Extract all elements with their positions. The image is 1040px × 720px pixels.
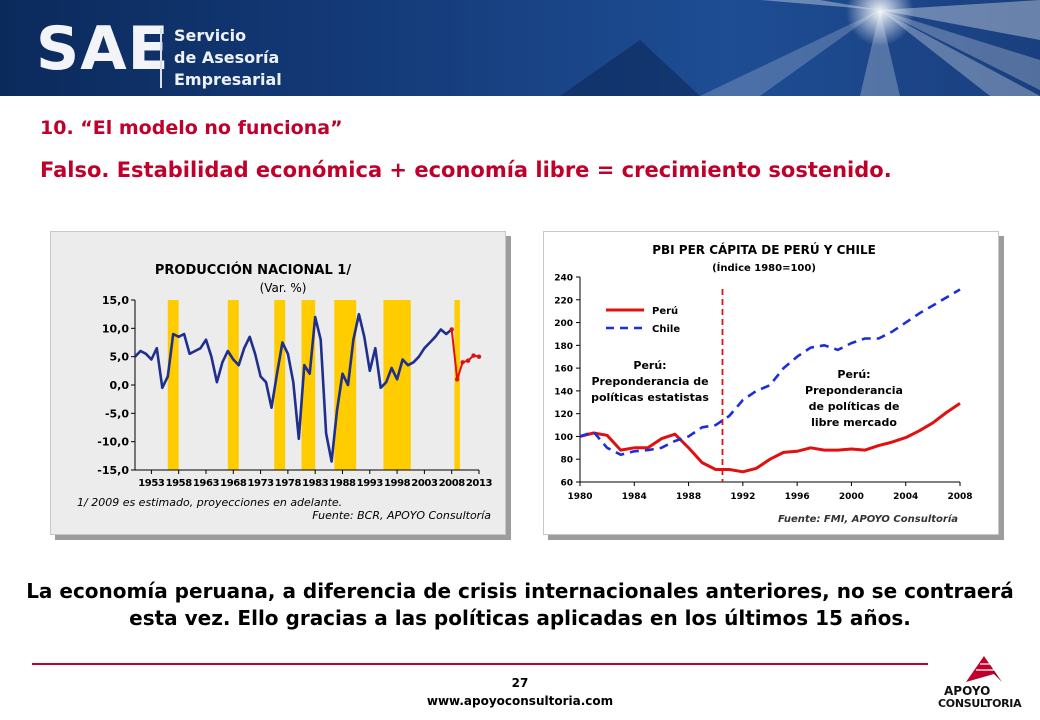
y-tick-label: 15,0: [102, 294, 129, 307]
slide-subheading: Falso. Estabilidad económica + economía …: [40, 158, 892, 182]
apoyo-logo-line2: CONSULTORIA: [938, 697, 1022, 710]
x-tick-label: 1993: [357, 478, 384, 489]
x-tick-label: 1968: [220, 478, 247, 489]
recession-bar-1: [227, 300, 239, 470]
series-point-projection: [476, 354, 482, 359]
y-tick-label: -15,0: [97, 464, 129, 477]
series-point-projection: [449, 327, 454, 332]
chart-source: Fuente: FMI, APOYO Consultoría: [778, 513, 958, 525]
page-number: 27: [511, 676, 529, 690]
series-point-projection: [471, 353, 476, 358]
series-line-chile: [579, 288, 961, 456]
y-tick-label: 240: [554, 274, 573, 284]
x-tick-label: 1958: [166, 478, 193, 489]
production-chart: PRODUCCIÓN NACIONAL 1/ (Var. %) 15,0 10,0…: [77, 262, 493, 522]
x-tick-label: 1992: [730, 492, 755, 502]
series-point-projection: [465, 358, 471, 363]
gdp-per-capita-chart: PBI PER CÁPITA DE PERÚ Y CHILE (Índice 1…: [554, 242, 972, 525]
series-point-projection: [460, 360, 465, 365]
x-tick-label: 2004: [893, 492, 918, 502]
slide-heading: 10. “El modelo no funciona”: [40, 117, 343, 139]
x-tick-label: 2013: [466, 478, 493, 489]
gdp-per-capita-chart-panel: PBI PER CÁPITA DE PERÚ Y CHILE (Índice 1…: [543, 231, 999, 535]
website-link[interactable]: www.apoyoconsultoria.com: [426, 694, 614, 708]
recession-bar-2: [274, 300, 286, 470]
x-tick-label: 2008: [439, 478, 466, 489]
y-tick-label: 200: [554, 319, 573, 329]
annotation-statist-line-1: Perú:: [633, 359, 666, 372]
y-tick-label: 180: [554, 342, 573, 352]
series-line-peru: [579, 402, 961, 474]
recession-bar-4: [334, 300, 357, 470]
y-tick-label: -10,0: [97, 436, 129, 449]
y-tick-label: 120: [554, 410, 573, 420]
x-tick-label: 2000: [839, 492, 864, 502]
y-tick-label: 5,0: [110, 351, 130, 364]
logo-divider: [160, 28, 162, 88]
production-chart-panel: PRODUCCIÓN NACIONAL 1/ (Var. %) 15,0 10,0…: [50, 231, 506, 535]
x-tick-label: 1978: [275, 478, 302, 489]
apoyo-logo-icon: [966, 656, 1002, 682]
chart-footnote: 1/ 2009 es estimado, proyecciones en ade…: [77, 496, 342, 509]
logo-line-2: de Asesoría: [174, 48, 280, 67]
x-tick-label: 1980: [567, 492, 592, 502]
y-tick-label: 160: [554, 365, 573, 375]
recession-bar-6: [454, 300, 460, 470]
annotation-free-market-line-4: libre mercado: [811, 416, 897, 429]
y-tick-label: 0,0: [110, 379, 130, 392]
x-tick-label: 1963: [193, 478, 220, 489]
chart-source: Fuente: BCR, APOYO Consultoría: [312, 509, 491, 522]
chart-title: PRODUCCIÓN NACIONAL 1/: [155, 262, 351, 278]
annotation-free-market-line-3: de políticas de: [809, 400, 900, 413]
y-tick-label: -5,0: [105, 407, 129, 420]
x-tick-label: 1988: [676, 492, 701, 502]
banner-light-rays: [560, 0, 1040, 96]
footer-divider: [32, 663, 928, 665]
y-tick-label: 10,0: [102, 322, 129, 335]
legend-label-chile: Chile: [652, 324, 680, 335]
legend-label-peru: Perú: [652, 305, 678, 317]
x-tick-label: 2008: [947, 492, 972, 502]
x-tick-label: 1973: [247, 478, 274, 489]
y-tick-label: 60: [560, 479, 573, 489]
annotation-statist-line-3: políticas estatistas: [591, 391, 709, 404]
logo-line-3: Empresarial: [174, 70, 282, 89]
x-tick-label: 1988: [329, 478, 356, 489]
conclusion-text: La economía peruana, a diferencia de cri…: [26, 579, 1014, 630]
x-tick-label: 1984: [622, 492, 647, 502]
x-tick-label: 1998: [384, 478, 411, 489]
annotation-free-market-line-1: Perú:: [837, 368, 870, 381]
y-tick-label: 140: [554, 387, 573, 397]
x-tick-label: 1983: [302, 478, 329, 489]
series-point-projection: [454, 377, 460, 382]
chart-subtitle: (Índice 1980=100): [712, 261, 816, 274]
annotation-free-market-line-2: Preponderancia: [805, 384, 903, 397]
chart-legend: Perú Chile: [606, 305, 680, 335]
recession-bar-0: [167, 300, 179, 470]
header-banner: SAE Servicio de Asesoría Empresarial: [0, 0, 1040, 96]
chart-subtitle: (Var. %): [260, 281, 307, 295]
logo-line-1: Servicio: [174, 26, 247, 45]
chart-title: PBI PER CÁPITA DE PERÚ Y CHILE: [652, 242, 876, 257]
y-tick-label: 100: [554, 433, 573, 443]
x-tick-label: 2003: [411, 478, 438, 489]
x-tick-label: 1953: [138, 478, 165, 489]
apoyo-logo-line1: APOYO: [944, 684, 991, 698]
x-tick-label: 1996: [785, 492, 810, 502]
y-tick-label: 220: [554, 296, 573, 306]
series-line-historic: [134, 312, 453, 463]
recession-bar-5: [383, 300, 411, 470]
sae-logo: SAE: [36, 14, 170, 84]
y-tick-label: 80: [560, 456, 573, 466]
annotation-statist-line-2: Preponderancia de: [591, 375, 708, 388]
